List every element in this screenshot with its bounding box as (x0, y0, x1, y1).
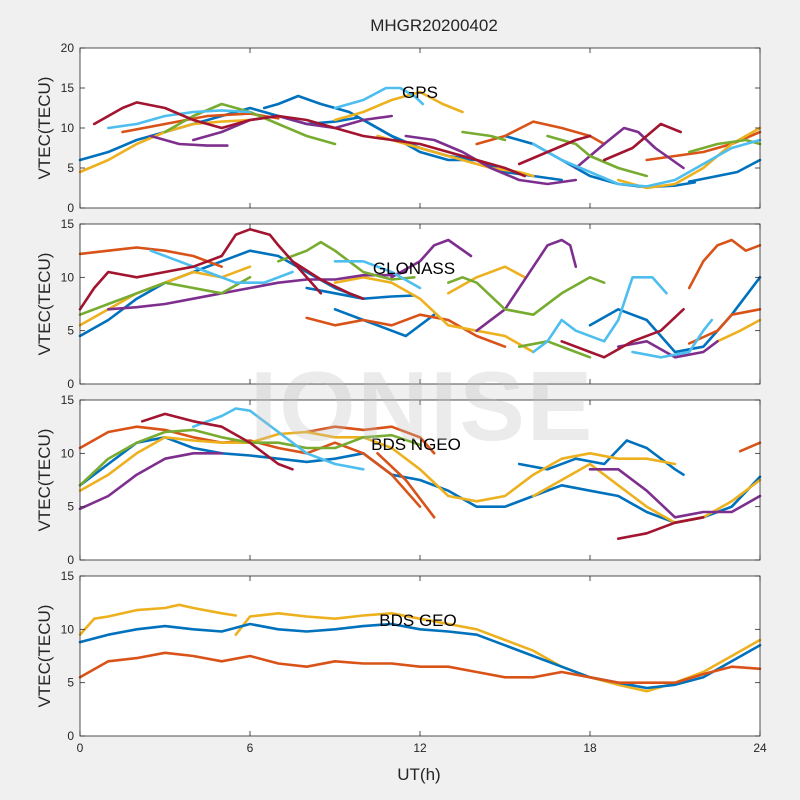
series-line (517, 439, 685, 476)
series-line (333, 260, 422, 290)
series-line (560, 308, 685, 359)
y-tick-label: 20 (61, 41, 75, 55)
series-line (141, 412, 294, 471)
series-line (78, 452, 223, 511)
series-line (78, 436, 762, 524)
y-axis-label: VTEC(TECU) (35, 605, 54, 708)
series-line (149, 249, 294, 284)
series-line (687, 308, 762, 345)
y-tick-label: 10 (61, 121, 75, 135)
series-line (192, 114, 393, 142)
x-tick-label: 18 (583, 741, 597, 755)
y-tick-label: 0 (67, 729, 74, 743)
series-line (447, 276, 606, 316)
series-line (574, 126, 685, 170)
series-line (532, 462, 762, 524)
series-line (78, 228, 323, 311)
y-axis-label: VTEC(TECU) (35, 77, 54, 180)
y-tick-label: 5 (67, 676, 74, 690)
series-line (277, 240, 416, 281)
series-line (78, 603, 238, 636)
series-line (687, 238, 762, 290)
series-line (447, 265, 527, 295)
series-line (687, 158, 762, 183)
y-tick-label: 10 (61, 622, 75, 636)
panel-label: BDS NGEO (371, 435, 461, 454)
series-line (376, 134, 535, 178)
series-line (78, 430, 677, 503)
series-line (390, 238, 473, 279)
y-tick-label: 15 (61, 393, 75, 407)
y-axis-label: VTEC(TECU) (35, 253, 54, 356)
x-tick-label: 6 (247, 741, 254, 755)
series-line (78, 651, 762, 684)
series-line (78, 425, 422, 508)
y-tick-label: 5 (67, 500, 74, 514)
series-line (617, 340, 719, 359)
series-line (305, 425, 436, 455)
series-line (461, 130, 507, 142)
series-line (333, 90, 464, 122)
panel-label: GPS (402, 83, 438, 102)
y-tick-label: 10 (61, 446, 75, 460)
series-line (617, 516, 705, 540)
panel-3: 0 5 10 15 VTEC(TECU) BDS NGEO (35, 393, 762, 567)
panel-2: 0 5 10 15 VTEC(TECU) GLONASS (35, 217, 762, 391)
series-line (404, 134, 578, 186)
series-line (149, 134, 229, 147)
series-line (192, 407, 365, 471)
series-line (78, 246, 223, 268)
series-line (92, 101, 527, 178)
figure-title: MHGR20200402 (370, 16, 498, 35)
y-tick-label: 15 (61, 217, 75, 231)
y-tick-label: 10 (61, 270, 75, 284)
panel-label: GLONASS (373, 259, 455, 278)
plot-area (80, 48, 760, 208)
series-line (78, 622, 762, 690)
y-tick-label: 0 (67, 553, 74, 567)
series-line (376, 452, 436, 519)
series-line (588, 468, 762, 519)
series-line (333, 276, 535, 354)
series-line (78, 276, 252, 316)
y-tick-label: 0 (67, 377, 74, 391)
series-line (517, 340, 592, 359)
series-line (631, 318, 714, 359)
y-tick-label: 5 (67, 161, 74, 175)
x-axis-label: UT(h) (397, 765, 440, 784)
y-tick-label: 0 (67, 201, 74, 215)
y-tick-label: 15 (61, 569, 75, 583)
plot-area (80, 224, 760, 384)
y-tick-label: 5 (67, 324, 74, 338)
series-line (532, 276, 668, 354)
x-tick-label: 0 (77, 741, 84, 755)
y-axis-label: VTEC(TECU) (35, 429, 54, 532)
series-line (716, 318, 762, 343)
x-tick-label: 12 (413, 741, 427, 755)
series-line (333, 308, 436, 338)
series-line (532, 138, 762, 188)
series-line (738, 441, 762, 453)
panel-1: 0 5 10 15 20 VTEC(TECU) GPS (35, 41, 762, 215)
panel-label: BDS GEO (379, 611, 456, 630)
series-line (107, 270, 408, 311)
series-line (546, 134, 648, 178)
x-tick-label: 24 (753, 741, 767, 755)
series-line (517, 134, 592, 166)
series-line (305, 313, 507, 348)
panel-4: 0 6 12 18 24 0 5 10 15 VTEC(TECU) BDS GEO (35, 569, 767, 755)
series-line (333, 86, 425, 110)
series-line (602, 122, 682, 162)
y-tick-label: 15 (61, 81, 75, 95)
series-line (291, 260, 365, 300)
